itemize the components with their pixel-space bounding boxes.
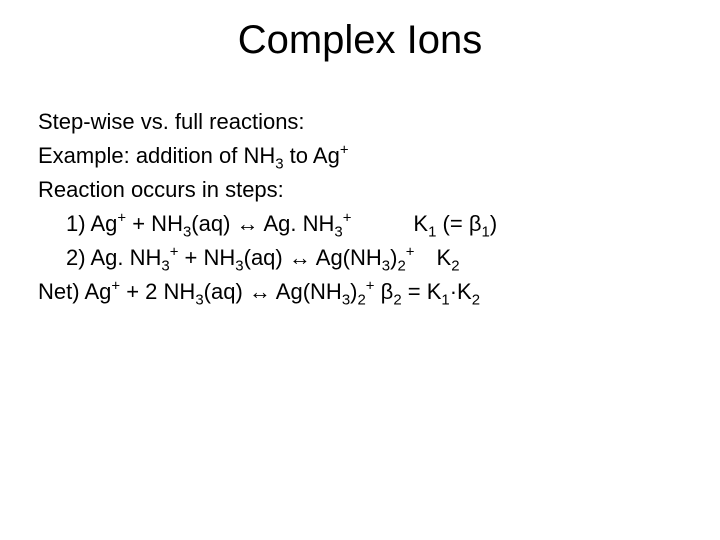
subscript: 1 bbox=[441, 292, 449, 309]
intro-line-2: Example: addition of NH3 to Ag+ bbox=[38, 139, 682, 173]
subscript: 3 bbox=[235, 258, 243, 275]
text-fragment: + 2 NH bbox=[120, 279, 195, 304]
text-fragment: Ag(NH bbox=[271, 279, 342, 304]
text-fragment: Net) Ag bbox=[38, 279, 111, 304]
text-fragment: (aq) bbox=[191, 211, 236, 236]
superscript: + bbox=[340, 142, 349, 159]
equilibrium-arrow-icon: ↔ bbox=[237, 207, 259, 241]
text-fragment: K bbox=[413, 211, 428, 236]
text-fragment: K bbox=[437, 245, 452, 270]
subscript: 2 bbox=[357, 292, 365, 309]
subscript: 2 bbox=[451, 258, 459, 275]
subscript: 3 bbox=[275, 155, 283, 172]
subscript: 1 bbox=[482, 224, 490, 241]
text-fragment: 2) Ag. NH bbox=[66, 245, 161, 270]
slide-title: Complex Ions bbox=[38, 18, 682, 63]
intro-line-1: Step-wise vs. full reactions: bbox=[38, 105, 682, 139]
subscript: 2 bbox=[393, 292, 401, 309]
subscript: 2 bbox=[472, 292, 480, 309]
subscript: 3 bbox=[161, 258, 169, 275]
text-fragment: (= β bbox=[436, 211, 481, 236]
text-fragment: β bbox=[375, 279, 394, 304]
text-fragment: + NH bbox=[178, 245, 235, 270]
superscript: + bbox=[117, 210, 126, 227]
reaction-net: Net) Ag+ + 2 NH3(aq) ↔ Ag(NH3)2+ β2 = K1… bbox=[38, 275, 682, 309]
reaction-step-1: 1) Ag+ + NH3(aq) ↔ Ag. NH3+K1 (= β1) bbox=[38, 207, 682, 241]
subscript: 3 bbox=[334, 224, 342, 241]
subscript: 2 bbox=[397, 258, 405, 275]
subscript: 3 bbox=[382, 258, 390, 275]
text-fragment: Ag. NH bbox=[259, 211, 335, 236]
text-fragment: = K bbox=[402, 279, 442, 304]
subscript: 3 bbox=[342, 292, 350, 309]
text-fragment: (aq) bbox=[204, 279, 249, 304]
text-fragment: Ag(NH bbox=[311, 245, 382, 270]
superscript: + bbox=[366, 278, 375, 295]
text-fragment: 1) Ag bbox=[66, 211, 117, 236]
equilibrium-arrow-icon: ↔ bbox=[249, 275, 271, 309]
intro-line-3: Reaction occurs in steps: bbox=[38, 173, 682, 207]
superscript: + bbox=[406, 244, 415, 261]
text-fragment: (aq) bbox=[244, 245, 289, 270]
text-fragment: ) bbox=[490, 211, 497, 236]
text-fragment: to Ag bbox=[284, 143, 340, 168]
subscript: 3 bbox=[195, 292, 203, 309]
reaction-step-2: 2) Ag. NH3+ + NH3(aq) ↔ Ag(NH3)2+K2 bbox=[38, 241, 682, 275]
slide-body: Step-wise vs. full reactions: Example: a… bbox=[38, 105, 682, 310]
text-fragment: ·K bbox=[450, 279, 472, 304]
text-fragment: Example: addition of NH bbox=[38, 143, 275, 168]
superscript: + bbox=[343, 210, 352, 227]
equilibrium-arrow-icon: ↔ bbox=[289, 241, 311, 275]
superscript: + bbox=[111, 278, 120, 295]
text-fragment: + NH bbox=[126, 211, 183, 236]
